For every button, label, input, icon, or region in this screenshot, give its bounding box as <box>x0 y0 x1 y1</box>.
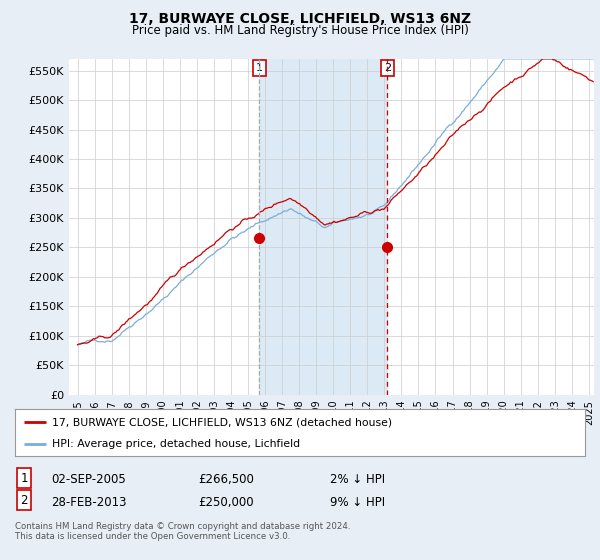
Text: £266,500: £266,500 <box>198 473 254 486</box>
Text: 2: 2 <box>20 494 28 507</box>
Text: 17, BURWAYE CLOSE, LICHFIELD, WS13 6NZ (detached house): 17, BURWAYE CLOSE, LICHFIELD, WS13 6NZ (… <box>52 417 392 427</box>
Text: 02-SEP-2005: 02-SEP-2005 <box>51 473 126 486</box>
Text: Contains HM Land Registry data © Crown copyright and database right 2024.
This d: Contains HM Land Registry data © Crown c… <box>15 522 350 542</box>
Text: 1: 1 <box>256 63 263 73</box>
Text: 9% ↓ HPI: 9% ↓ HPI <box>330 496 385 508</box>
Text: HPI: Average price, detached house, Lichfield: HPI: Average price, detached house, Lich… <box>52 439 300 449</box>
Text: 28-FEB-2013: 28-FEB-2013 <box>51 496 127 508</box>
Text: 2: 2 <box>383 63 391 73</box>
Text: Price paid vs. HM Land Registry's House Price Index (HPI): Price paid vs. HM Land Registry's House … <box>131 24 469 37</box>
Text: £250,000: £250,000 <box>198 496 254 508</box>
Text: 17, BURWAYE CLOSE, LICHFIELD, WS13 6NZ: 17, BURWAYE CLOSE, LICHFIELD, WS13 6NZ <box>129 12 471 26</box>
Bar <box>259 59 387 395</box>
Text: 2% ↓ HPI: 2% ↓ HPI <box>330 473 385 486</box>
Text: 1: 1 <box>20 472 28 484</box>
